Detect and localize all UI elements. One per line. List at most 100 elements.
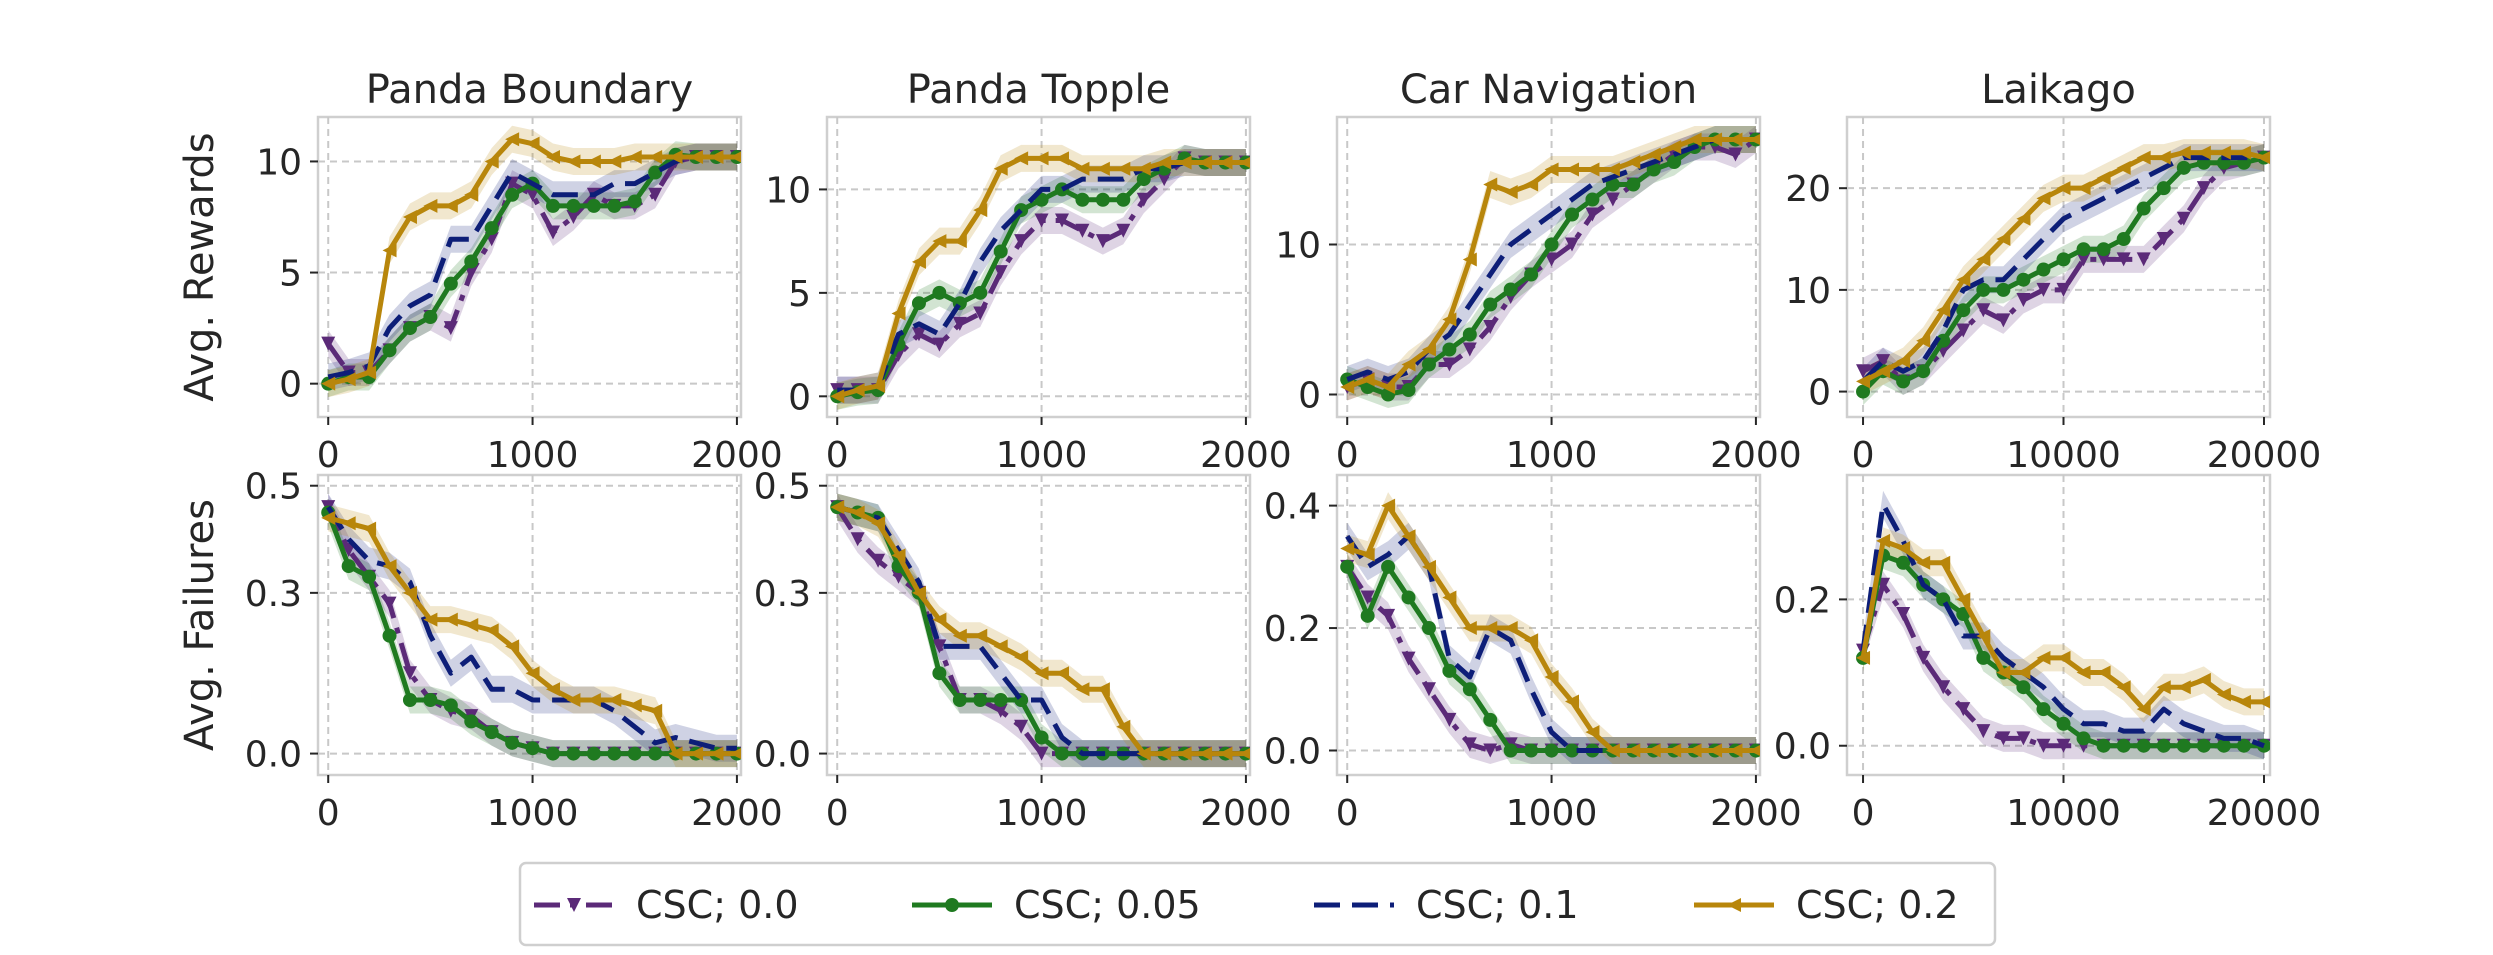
data-point-csc-0-05 <box>1565 207 1579 222</box>
data-point-csc-0-05 <box>2096 738 2111 753</box>
data-point-csc-0-2 <box>1116 719 1131 734</box>
chart-panel-4: 0 10000 20000 0 10 20 Laikago <box>1785 67 2321 476</box>
data-point-csc-0-05 <box>648 165 663 180</box>
data-point-csc-0-0 <box>546 225 560 240</box>
data-point-csc-0-2 <box>1034 151 1049 166</box>
series-band-csc-0-05 <box>1347 553 1756 765</box>
data-point-csc-0-0 <box>2176 211 2191 226</box>
data-point-csc-0-05 <box>1340 559 1355 574</box>
data-point-csc-0-05 <box>1626 177 1641 192</box>
data-point-csc-0-05 <box>1483 712 1498 727</box>
data-point-csc-0-0 <box>2136 252 2151 267</box>
y-tick-label: 10 <box>1275 226 1321 267</box>
data-point-csc-0-2 <box>1360 372 1375 387</box>
data-point-csc-0-2 <box>1095 682 1110 697</box>
data-point-csc-0-0 <box>566 210 581 224</box>
data-point-csc-0-2 <box>1605 743 1620 758</box>
chart-panel-2: 0 1000 2000 0 5 10 Panda Topple <box>765 67 1292 476</box>
data-point-csc-0-05 <box>402 321 417 336</box>
data-point-csc-0-2 <box>1014 151 1029 166</box>
data-point-csc-0-2 <box>2076 181 2091 196</box>
data-point-csc-0-0 <box>1936 680 1951 695</box>
data-point-csc-0-2 <box>2176 680 2191 695</box>
data-point-csc-0-2 <box>1565 162 1579 177</box>
data-point-csc-0-2 <box>321 376 336 391</box>
data-point-csc-0-2 <box>1896 541 1911 556</box>
data-point-csc-0-2 <box>1340 541 1355 556</box>
data-point-csc-0-2 <box>505 639 520 654</box>
data-point-csc-0-05 <box>1401 590 1416 605</box>
series-group <box>1856 139 2270 406</box>
data-point-csc-0-2 <box>1524 633 1539 648</box>
data-point-csc-0-2 <box>1462 252 1477 267</box>
data-point-csc-0-0 <box>1442 357 1457 372</box>
data-point-csc-0-0 <box>952 316 967 331</box>
data-point-csc-0-05 <box>505 735 520 750</box>
data-point-csc-0-05 <box>341 559 356 574</box>
data-point-csc-0-2 <box>1360 547 1375 562</box>
data-point-csc-0-05 <box>1055 746 1069 761</box>
series-group <box>830 144 1250 410</box>
data-point-csc-0-0 <box>2036 738 2051 753</box>
data-point-csc-0-0 <box>1896 607 1911 622</box>
legend-entry-3: CSC; 0.1 <box>1314 883 1579 927</box>
data-point-csc-0-0 <box>2196 181 2211 196</box>
data-point-csc-0-0 <box>648 187 663 202</box>
data-point-csc-0-05 <box>973 693 988 707</box>
data-point-csc-0-2 <box>1856 374 1871 389</box>
data-point-csc-0-05 <box>627 194 642 209</box>
data-point-csc-0-2 <box>2236 145 2251 160</box>
data-point-csc-0-05 <box>2116 232 2131 247</box>
data-point-csc-0-2 <box>911 585 926 600</box>
data-point-csc-0-0 <box>1136 192 1151 207</box>
x-tick-label: 10000 <box>2006 793 2121 834</box>
data-point-csc-0-2 <box>1442 312 1457 327</box>
data-point-csc-0-05 <box>484 221 499 236</box>
data-point-csc-0-0 <box>993 703 1008 718</box>
data-point-csc-0-2 <box>321 510 336 525</box>
x-tick-label: 20000 <box>2207 435 2322 476</box>
x-tick-label: 2000 <box>1710 793 1802 834</box>
data-point-csc-0-05 <box>525 741 540 756</box>
y-tick-label: 5 <box>279 254 302 295</box>
data-point-csc-0-2 <box>1034 666 1049 681</box>
data-point-csc-0-0 <box>1876 354 1891 369</box>
data-point-csc-0-05 <box>1996 282 2011 297</box>
chart-panel-1: 0 1000 2000 0 5 10 Panda Boundary Avg. Rewards <box>177 67 783 476</box>
data-point-csc-0-05 <box>2056 716 2071 731</box>
x-tick-label: 0 <box>317 793 340 834</box>
data-point-csc-0-05 <box>1136 172 1151 187</box>
x-tick-label: 2000 <box>1200 793 1292 834</box>
data-point-csc-0-05 <box>1956 303 1971 318</box>
data-point-csc-0-2 <box>1075 682 1090 697</box>
data-point-csc-0-2 <box>505 132 520 147</box>
data-point-csc-0-05 <box>1462 682 1477 697</box>
data-point-csc-0-0 <box>993 265 1008 280</box>
data-point-csc-0-2 <box>2136 150 2151 165</box>
data-point-csc-0-2 <box>341 516 356 531</box>
data-point-csc-0-05 <box>1116 192 1131 207</box>
data-point-csc-0-05 <box>362 569 377 584</box>
data-point-csc-0-2 <box>2216 687 2231 702</box>
data-point-csc-0-0 <box>1014 234 1029 249</box>
data-point-csc-0-2 <box>2016 211 2031 226</box>
x-tick-label: 0 <box>1852 435 1875 476</box>
data-point-csc-0-05 <box>443 276 458 291</box>
data-point-csc-0-05 <box>1585 192 1600 207</box>
data-point-csc-0-0 <box>1360 590 1375 605</box>
data-point-csc-0-2 <box>1055 151 1069 166</box>
data-point-csc-0-2 <box>443 198 458 213</box>
data-point-csc-0-05 <box>911 296 926 311</box>
data-point-csc-0-05 <box>1401 383 1416 397</box>
x-tick-label: 1000 <box>1506 793 1598 834</box>
data-point-csc-0-05 <box>2236 738 2251 753</box>
data-point-csc-0-2 <box>668 150 683 164</box>
data-point-csc-0-2 <box>1687 743 1702 758</box>
data-point-csc-0-0 <box>1381 608 1396 623</box>
data-point-csc-0-05 <box>2216 738 2231 753</box>
series-line-csc-0-1 <box>1860 501 2265 749</box>
data-point-csc-0-2 <box>1708 132 1723 147</box>
data-point-csc-0-2 <box>566 154 581 169</box>
data-point-csc-0-2 <box>2256 151 2270 165</box>
